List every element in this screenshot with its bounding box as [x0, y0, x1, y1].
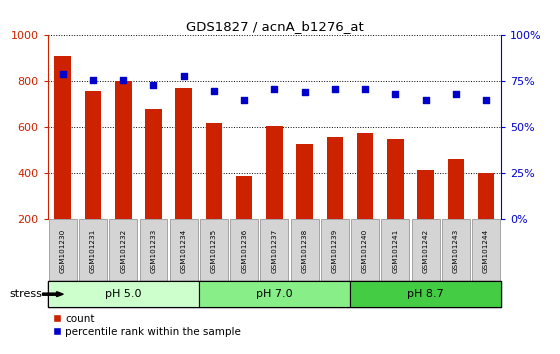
- Text: GSM101243: GSM101243: [453, 228, 459, 273]
- Text: GSM101231: GSM101231: [90, 228, 96, 273]
- Bar: [115, 81, 132, 219]
- Text: GSM101230: GSM101230: [60, 228, 66, 273]
- Text: GSM101232: GSM101232: [120, 228, 126, 273]
- Bar: [350, 281, 501, 307]
- Bar: [85, 91, 101, 219]
- Text: pH 5.0: pH 5.0: [105, 289, 142, 299]
- Bar: [412, 219, 440, 281]
- Bar: [200, 219, 228, 281]
- Bar: [266, 126, 283, 219]
- Bar: [199, 281, 350, 307]
- Bar: [175, 88, 192, 219]
- Text: GSM101233: GSM101233: [151, 228, 156, 273]
- Bar: [230, 219, 258, 281]
- Text: GSM101242: GSM101242: [423, 228, 428, 273]
- Point: [451, 91, 460, 97]
- Bar: [236, 176, 253, 219]
- Legend: count, percentile rank within the sample: count, percentile rank within the sample: [53, 314, 241, 337]
- Point: [240, 97, 249, 103]
- Bar: [478, 173, 494, 219]
- Point: [88, 77, 97, 82]
- Point: [209, 88, 218, 93]
- Bar: [442, 219, 470, 281]
- Bar: [48, 281, 199, 307]
- Bar: [79, 219, 107, 281]
- Point: [391, 91, 400, 97]
- Bar: [206, 123, 222, 219]
- Bar: [139, 219, 167, 281]
- Point: [179, 73, 188, 79]
- Text: GSM101234: GSM101234: [181, 228, 186, 273]
- Text: GSM101235: GSM101235: [211, 228, 217, 273]
- Bar: [49, 219, 77, 281]
- Bar: [381, 219, 409, 281]
- Bar: [296, 143, 313, 219]
- Bar: [472, 219, 500, 281]
- Text: GSM101244: GSM101244: [483, 228, 489, 273]
- Bar: [109, 219, 137, 281]
- Text: stress: stress: [9, 289, 42, 299]
- Text: GSM101240: GSM101240: [362, 228, 368, 273]
- Bar: [351, 219, 379, 281]
- Bar: [387, 139, 404, 219]
- Point: [482, 97, 491, 103]
- Bar: [417, 170, 434, 219]
- Bar: [291, 219, 319, 281]
- Point: [330, 86, 339, 92]
- Point: [300, 90, 309, 95]
- Text: GSM101241: GSM101241: [393, 228, 398, 273]
- Text: GSM101239: GSM101239: [332, 228, 338, 273]
- Bar: [357, 133, 374, 219]
- Point: [149, 82, 158, 88]
- Bar: [326, 137, 343, 219]
- Point: [361, 86, 370, 92]
- Text: GSM101237: GSM101237: [272, 228, 277, 273]
- Bar: [170, 219, 198, 281]
- Bar: [260, 219, 288, 281]
- Text: pH 7.0: pH 7.0: [256, 289, 293, 299]
- Bar: [447, 159, 464, 219]
- Bar: [145, 109, 162, 219]
- Point: [58, 71, 67, 77]
- Bar: [54, 56, 71, 219]
- Point: [421, 97, 430, 103]
- Point: [119, 77, 128, 82]
- Title: GDS1827 / acnA_b1276_at: GDS1827 / acnA_b1276_at: [185, 20, 363, 33]
- Text: pH 8.7: pH 8.7: [407, 289, 444, 299]
- Text: GSM101236: GSM101236: [241, 228, 247, 273]
- Text: GSM101238: GSM101238: [302, 228, 307, 273]
- Bar: [321, 219, 349, 281]
- Point: [270, 86, 279, 92]
